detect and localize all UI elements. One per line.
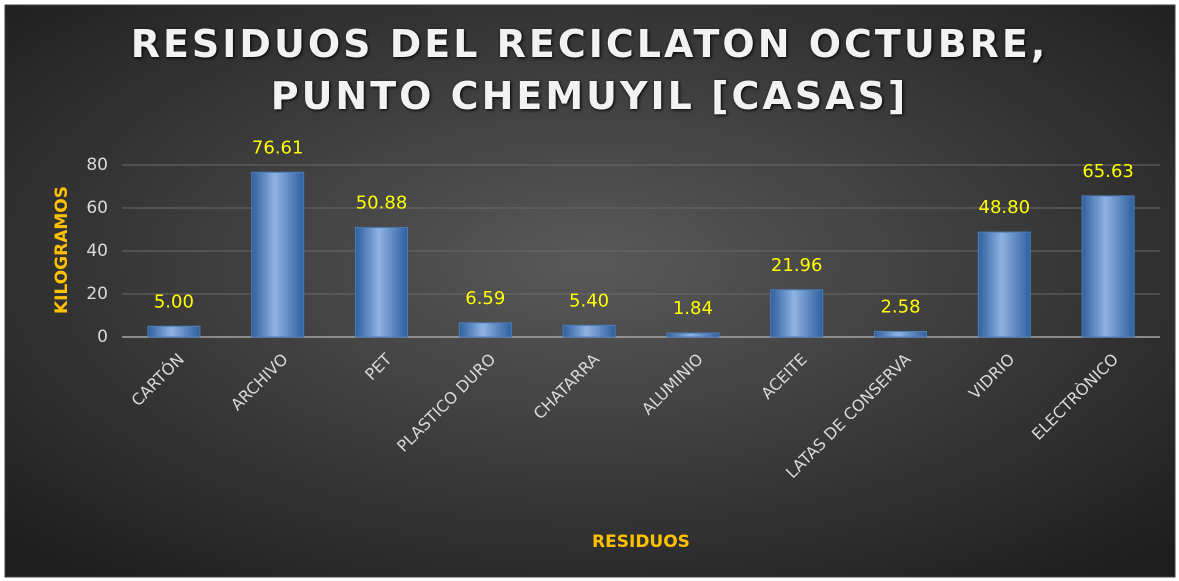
- y-axis-label: KILOGRAMOS: [52, 186, 72, 314]
- y-tick-label: 0: [97, 327, 108, 347]
- y-tick-label: 60: [86, 198, 108, 218]
- bar: [1081, 195, 1135, 338]
- x-axis-label: RESIDUOS: [592, 532, 690, 552]
- data-label: 2.58: [880, 296, 920, 317]
- bar: [355, 227, 408, 338]
- bar: [458, 322, 512, 338]
- data-label: 48.80: [979, 197, 1031, 218]
- bar: [874, 330, 927, 338]
- data-label: 21.96: [771, 255, 823, 276]
- data-label: 65.63: [1082, 161, 1134, 182]
- bar: [147, 325, 201, 338]
- data-label: 76.61: [252, 137, 304, 158]
- data-label: 5.00: [154, 291, 194, 312]
- data-label: 5.40: [569, 290, 609, 311]
- y-tick-label: 80: [86, 155, 108, 175]
- bar: [666, 332, 720, 338]
- bar: [562, 324, 616, 338]
- bar: [770, 289, 824, 338]
- data-label: 1.84: [673, 298, 713, 319]
- y-tick-label: 40: [86, 241, 108, 261]
- bar: [977, 231, 1031, 338]
- data-label: 6.59: [465, 288, 505, 309]
- data-label: 50.88: [356, 193, 408, 214]
- chart-title: RESIDUOS DEL RECICLATON OCTUBRE, PUNTO C…: [130, 22, 1049, 118]
- bar: [251, 171, 305, 338]
- y-tick-label: 20: [86, 284, 108, 304]
